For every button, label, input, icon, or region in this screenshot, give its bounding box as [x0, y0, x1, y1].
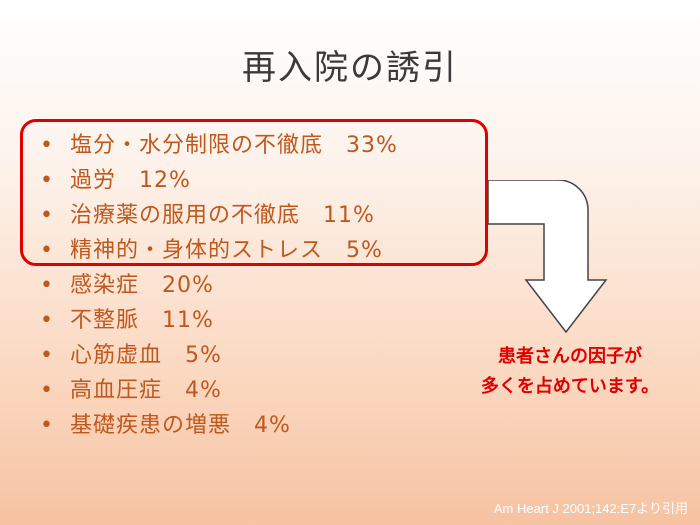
bullet-dot-icon: •	[40, 308, 54, 333]
bullet-item: • 治療薬の服用の不徹底 11%	[40, 198, 398, 233]
curved-arrow-icon	[488, 180, 608, 334]
patient-factor-note: 患者さんの因子が 多くを占めています。	[440, 342, 700, 402]
bullet-text: 感染症 20%	[70, 273, 214, 298]
note-line: 患者さんの因子が	[498, 346, 642, 367]
highlight-box	[20, 119, 488, 266]
bullet-item: • 不整脈 11%	[40, 303, 398, 338]
bullet-text: 治療薬の服用の不徹底 11%	[70, 203, 375, 228]
citation: Am Heart J 2001;142:E7より引用	[493, 501, 688, 516]
bullet-item: • 塩分・水分制限の不徹底 33%	[40, 128, 398, 163]
note-line: 多くを占めています。	[480, 376, 660, 397]
bullet-dot-icon: •	[40, 168, 54, 193]
bullet-dot-icon: •	[40, 133, 54, 158]
bullet-text: 過労 12%	[70, 168, 191, 193]
bullet-dot-icon: •	[40, 343, 54, 368]
bullet-text: 心筋虚血 5%	[70, 343, 222, 368]
bullet-dot-icon: •	[40, 203, 54, 228]
bullet-item: • 高血圧症 4%	[40, 373, 398, 408]
slide-title: 再入院の誘引	[242, 48, 458, 88]
bullet-item: • 心筋虚血 5%	[40, 338, 398, 373]
bullet-dot-icon: •	[40, 238, 54, 263]
bullet-list: • 塩分・水分制限の不徹底 33% • 過労 12% • 治療薬の服用の不徹底 11%…	[40, 128, 398, 443]
bullet-item: • 精神的・身体的ストレス 5%	[40, 233, 398, 268]
bullet-text: 高血圧症 4%	[70, 378, 222, 403]
bullet-dot-icon: •	[40, 273, 54, 298]
bullet-item: • 過労 12%	[40, 163, 398, 198]
bullet-text: 塩分・水分制限の不徹底 33%	[70, 133, 398, 158]
bullet-text: 基礎疾患の増悪 4%	[70, 413, 291, 438]
bullet-item: • 基礎疾患の増悪 4%	[40, 408, 398, 443]
bullet-item: • 感染症 20%	[40, 268, 398, 303]
bullet-dot-icon: •	[40, 378, 54, 403]
bullet-text: 精神的・身体的ストレス 5%	[70, 238, 383, 263]
bullet-text: 不整脈 11%	[70, 308, 214, 333]
bullet-dot-icon: •	[40, 413, 54, 438]
